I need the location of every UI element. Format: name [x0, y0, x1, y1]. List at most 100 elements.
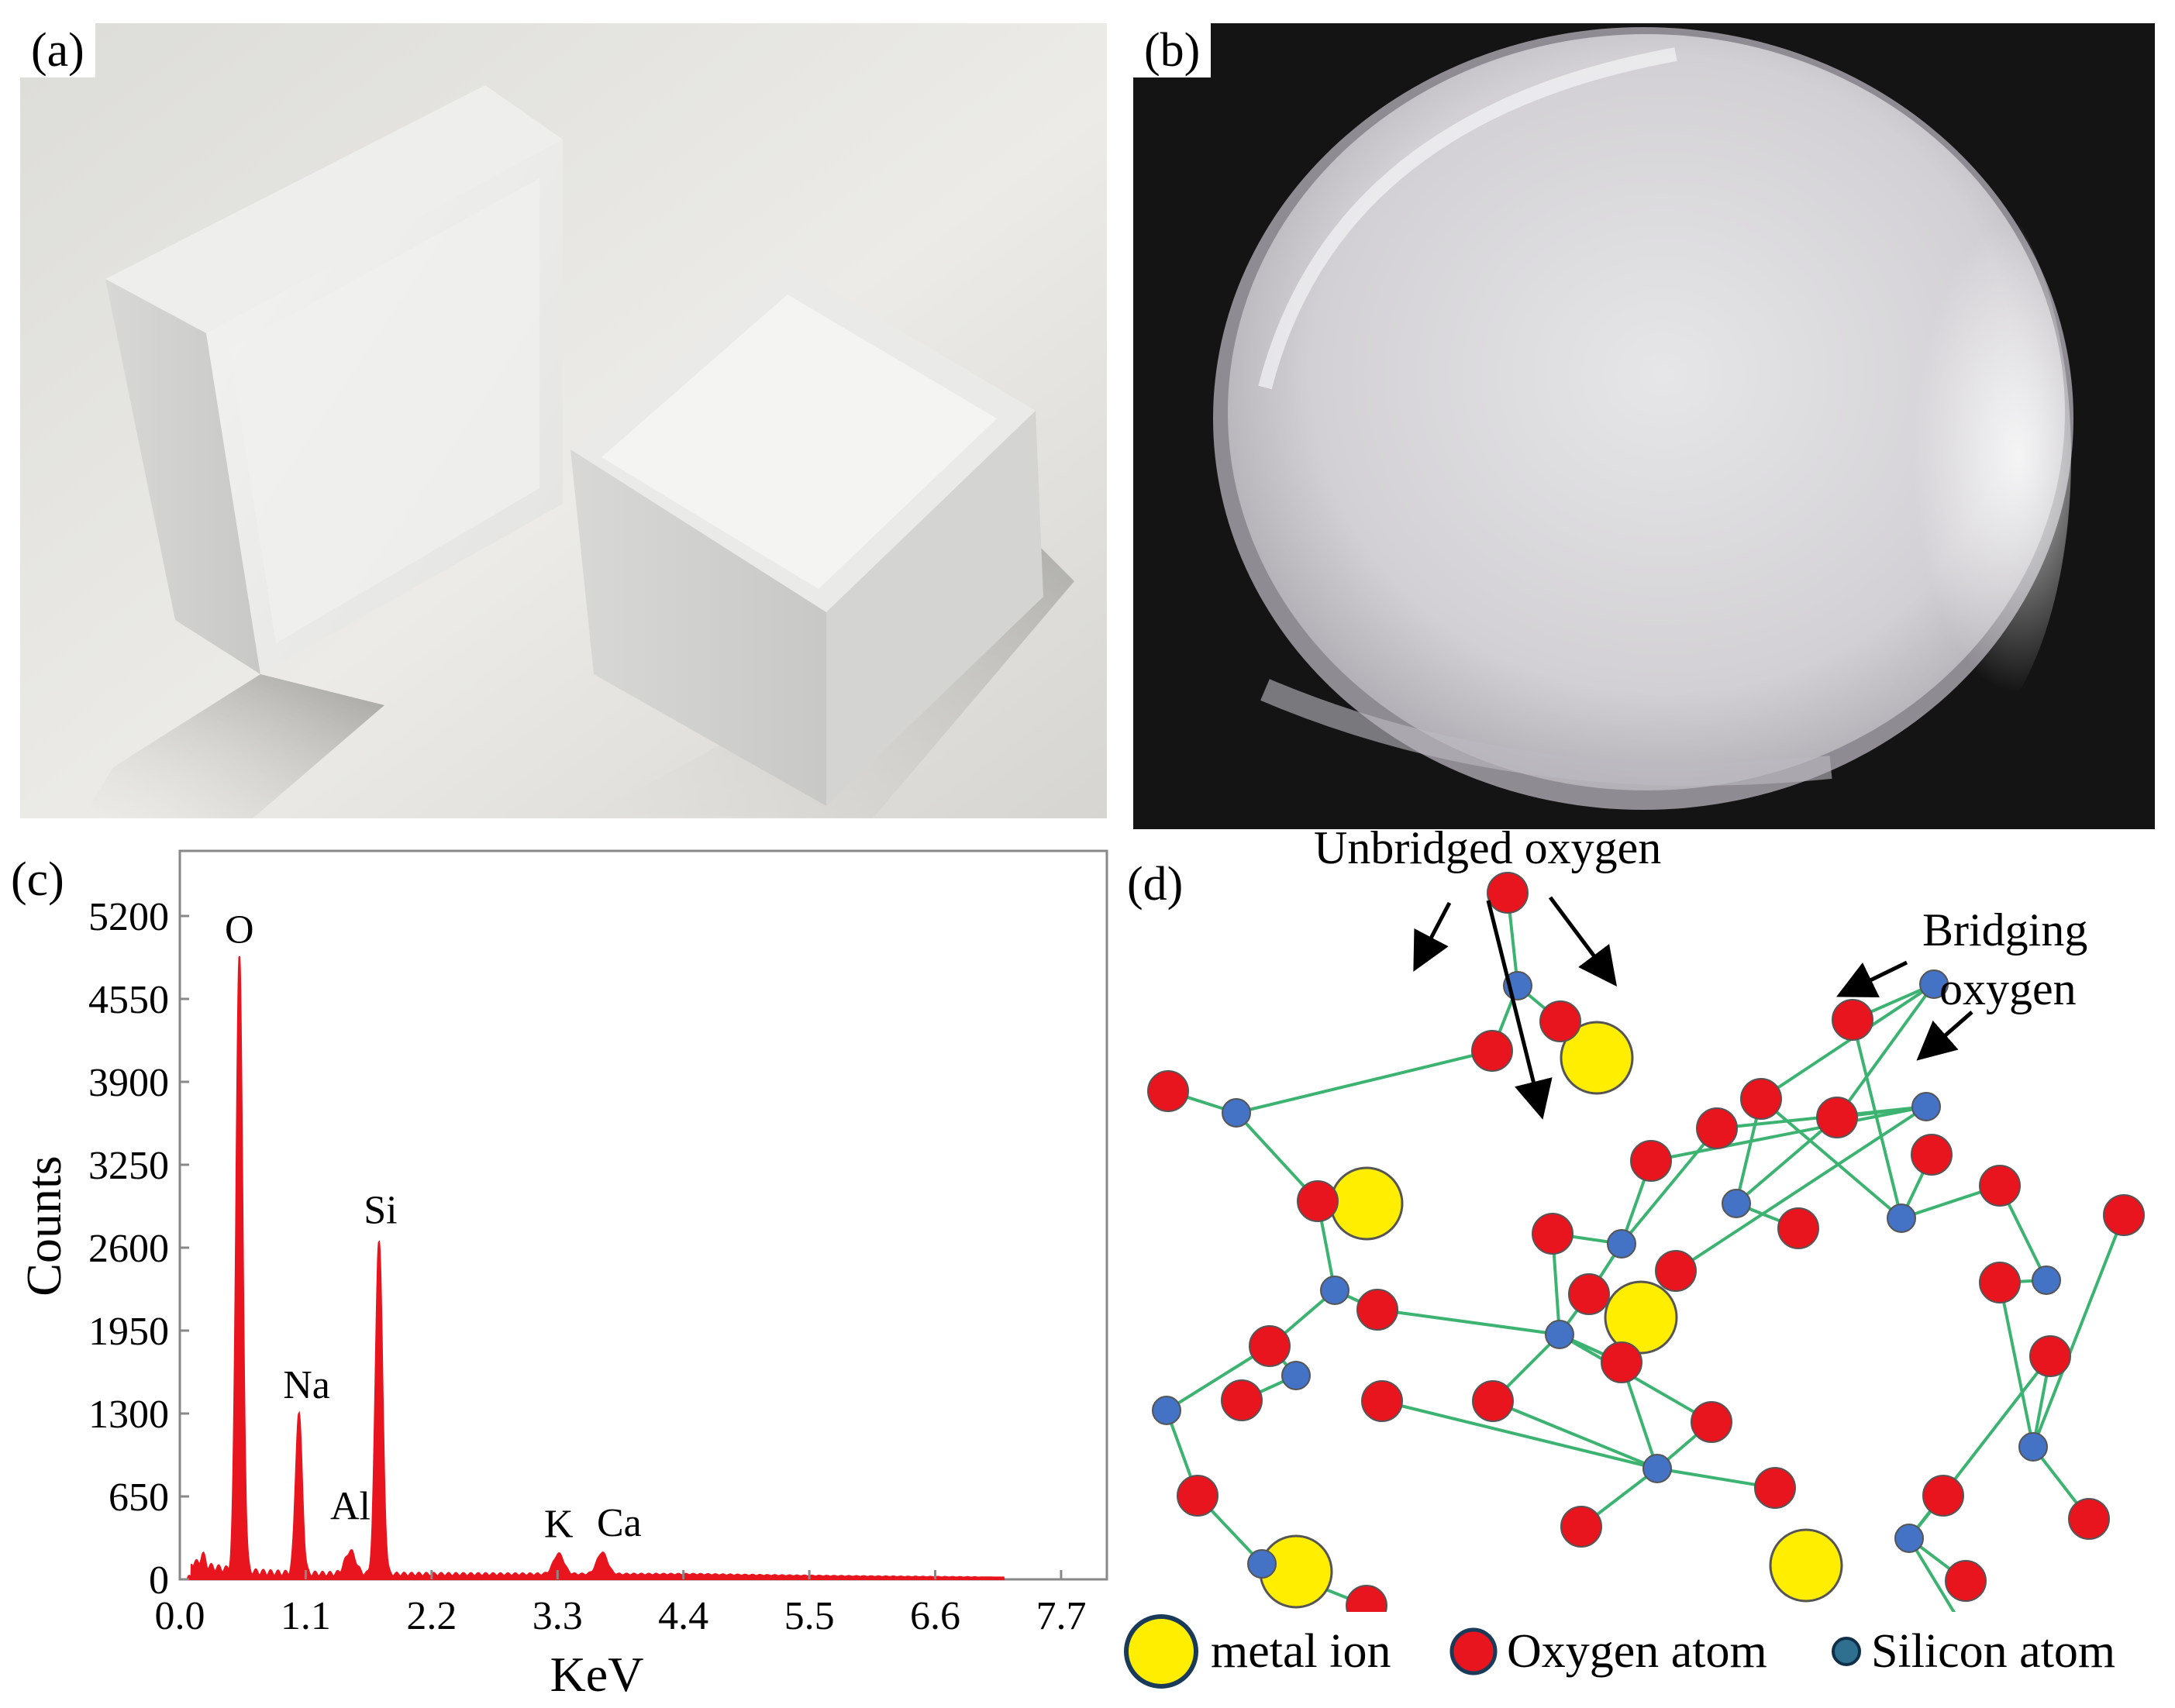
y-tick-label: 1300: [88, 1393, 169, 1437]
photo-glass-blocks: (a): [20, 23, 1107, 818]
silicon-atom: [1281, 1361, 1311, 1390]
arrow-bridging-1: [1836, 960, 1908, 997]
chart-svg: 0 650 1300 1950 2600 3250 3900 4550 5200 0.0 1.1 2…: [16, 849, 1108, 1702]
oxygen-atom: [1832, 999, 1873, 1041]
legend-label-silicon: Silicon atom: [1871, 1624, 2116, 1678]
oxygen-atom: [1532, 1213, 1574, 1255]
x-axis: 0.0 1.1 2.2 3.3 4.4 5.5 6.6 7.7: [155, 1570, 1086, 1638]
arrow-bridging-2: [1916, 1011, 1973, 1061]
legend-label-metal: metal ion: [1211, 1624, 1391, 1678]
y-axis: 0 650 1300 1950 2600 3250 3900 4550 5200: [88, 895, 189, 1603]
photo-glass-disc: (b): [1133, 23, 2155, 829]
x-tick-label: 5.5: [784, 1594, 835, 1638]
peak-label-k: K: [544, 1503, 574, 1547]
metal-ion: [1560, 1021, 1634, 1095]
peak-labels: O Na Al Si K Ca: [225, 908, 642, 1547]
peak-label-si: Si: [364, 1189, 397, 1233]
si-o-bond: [1735, 1116, 1839, 1205]
y-axis-label: Counts: [16, 1155, 71, 1296]
oxygen-atom: [1147, 1070, 1189, 1112]
x-tick-label: 7.7: [1036, 1594, 1086, 1638]
bridging-label-line2: oxygen: [1939, 963, 2077, 1014]
si-o-bond: [2032, 1214, 2125, 1448]
legend-item-metal: metal ion: [1122, 1609, 1391, 1694]
metal-ion-icon: [1124, 1614, 1198, 1689]
silicon-atom: [1894, 1524, 1924, 1553]
x-axis-label: KeV: [550, 1647, 644, 1702]
si-o-bond: [1760, 1097, 1903, 1220]
oxygen-atom: [1816, 1097, 1858, 1138]
si-o-bond: [1760, 983, 1935, 1100]
y-tick-label: 2600: [88, 1227, 169, 1271]
oxygen-atom: [1911, 1134, 1953, 1176]
silicon-atom: [1722, 1189, 1751, 1218]
x-tick-label: 0.0: [155, 1594, 205, 1638]
silicon-atom: [1247, 1549, 1277, 1579]
metal-ion: [1604, 1280, 1678, 1355]
bridging-label-line1: Bridging: [1922, 904, 2087, 956]
si-o-bond: [1559, 1333, 1712, 1424]
silicon-atom-icon: [1832, 1637, 1861, 1666]
silicon-atom: [1607, 1229, 1636, 1259]
oxygen-atom: [1979, 1262, 2021, 1303]
metal-ion: [1769, 1528, 1843, 1603]
legend-label-oxygen: Oxygen atom: [1507, 1624, 1767, 1678]
silicon-atom: [1911, 1092, 1941, 1121]
chart-frame: [178, 849, 1108, 1581]
si-o-bond: [1650, 1105, 1927, 1162]
eds-spectrum-chart: 0 650 1300 1950 2600 3250 3900 4550 5200 0.0 1.1 2…: [0, 839, 1116, 1704]
oxygen-atom: [1249, 1325, 1291, 1367]
annotation-arrows: [1413, 896, 1973, 1120]
si-o-bond: [1835, 983, 1935, 1119]
y-tick-label: 650: [109, 1476, 169, 1520]
oxygen-atom: [1740, 1078, 1782, 1120]
silicon-atom: [1222, 1098, 1251, 1128]
arrow-unbridged-1: [1413, 901, 1452, 972]
oxygen-atom: [1691, 1401, 1732, 1443]
silicon-atom: [1887, 1204, 1916, 1233]
oxygen-atom: [1356, 1289, 1398, 1331]
legend-item-silicon: Silicon atom: [1829, 1609, 2115, 1694]
panel-label-b: (b): [1133, 23, 1212, 77]
silicon-atom: [1642, 1454, 1672, 1483]
silicate-network-diagram: Unbridged oxygen Bridging oxygen (d): [1116, 822, 2175, 1689]
x-tick-label: 3.3: [533, 1594, 583, 1638]
spectrum-series: [185, 956, 1005, 1580]
oxygen-atom: [1777, 1207, 1819, 1249]
oxygen-atom: [1487, 872, 1529, 914]
oxygen-atom: [2029, 1335, 2071, 1377]
oxygen-atom: [1568, 1273, 1610, 1315]
oxygen-atom: [1539, 1000, 1581, 1042]
peak-label-na: Na: [283, 1363, 330, 1407]
si-o-bond: [1377, 1308, 1560, 1336]
x-tick-label: 6.6: [910, 1594, 960, 1638]
y-tick-label: 4550: [88, 978, 169, 1022]
panel-label-d: (d): [1122, 860, 1188, 908]
x-tick-label: 4.4: [658, 1594, 708, 1638]
oxygen-atom: [1346, 1585, 1387, 1627]
silicon-atom: [1919, 969, 1949, 999]
oxygen-atom: [1177, 1475, 1218, 1517]
oxygen-atom: [1560, 1506, 1602, 1548]
legend-item-oxygen: Oxygen atom: [1448, 1609, 1767, 1694]
si-o-bond: [1620, 1127, 1718, 1245]
arrow-unbridged-3: [1548, 896, 1617, 987]
silicon-atoms: [1152, 969, 2061, 1579]
si-o-bond: [1236, 1049, 1493, 1114]
x-tick-label: 2.2: [406, 1594, 457, 1638]
oxygen-atom: [1361, 1380, 1403, 1422]
si-o-bond: [1492, 1400, 1658, 1470]
y-tick-label: 3250: [88, 1144, 169, 1188]
oxygen-atom: [1630, 1140, 1672, 1182]
oxygen-atom: [1945, 1560, 1987, 1602]
si-o-bond: [1381, 1400, 1658, 1470]
si-o-bond: [1674, 1105, 1928, 1272]
oxygen-atom: [1472, 1380, 1514, 1422]
oxygen-atom-icon: [1449, 1627, 1498, 1675]
y-tick-label: 0: [149, 1558, 169, 1603]
glass-disc-image: [1133, 23, 2155, 829]
silicon-atom: [1152, 1396, 1181, 1425]
y-tick-label: 3900: [88, 1061, 169, 1105]
peak-label-o: O: [225, 908, 254, 952]
oxygen-atom: [1754, 1467, 1796, 1509]
